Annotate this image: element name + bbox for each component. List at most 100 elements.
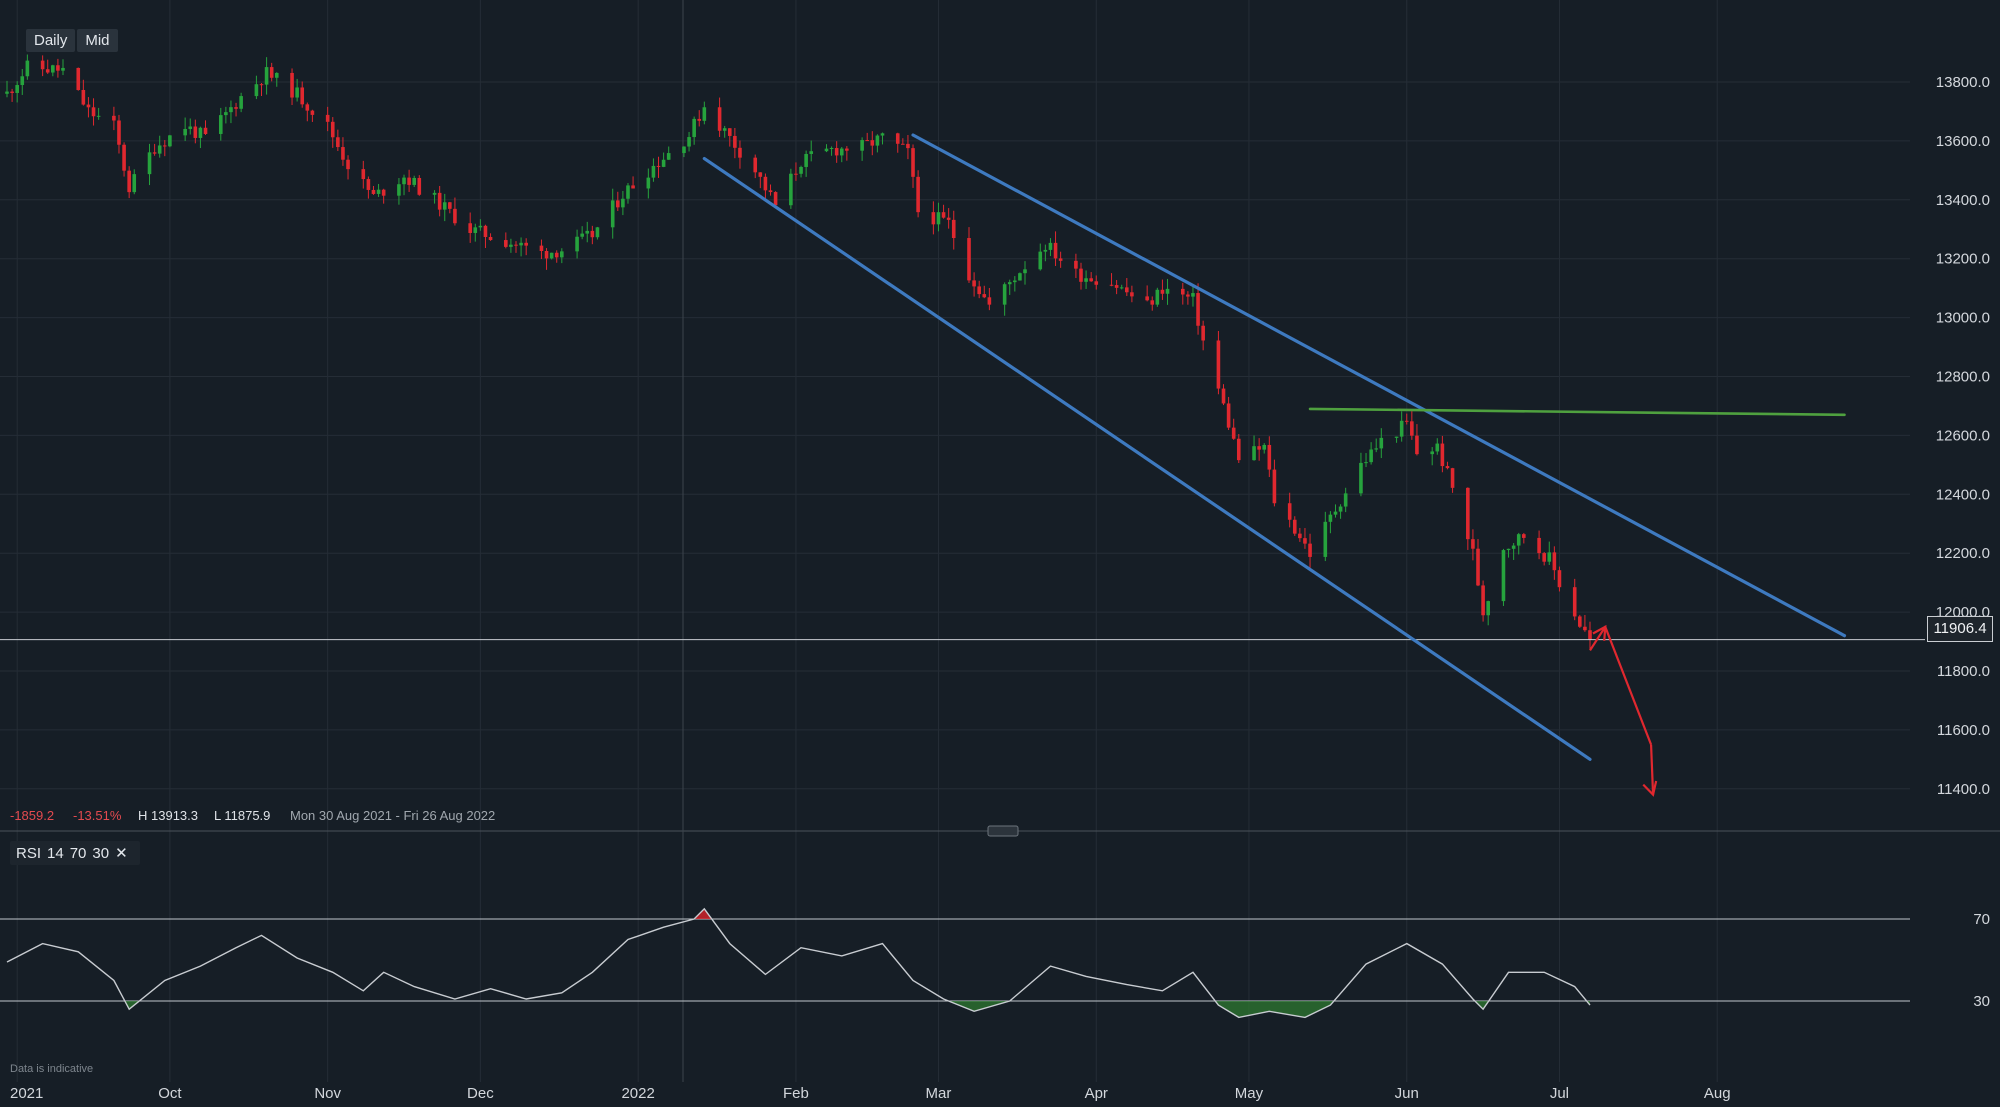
candle-body <box>733 135 737 148</box>
date-range: Mon 30 Aug 2021 - Fri 26 Aug 2022 <box>290 808 496 823</box>
candle-body <box>539 245 544 251</box>
candle-body <box>621 198 625 208</box>
candle-body <box>91 107 96 117</box>
candle-body <box>936 212 941 225</box>
candle-body <box>1094 281 1099 285</box>
price-tick-label: 13000.0 <box>1936 310 1990 327</box>
candle-body <box>1338 506 1343 512</box>
candle-body <box>1481 585 1485 616</box>
price-tick-label: 13600.0 <box>1936 133 1990 150</box>
candle-body <box>76 67 81 90</box>
price-tick-label: 13200.0 <box>1936 251 1990 268</box>
candle-body <box>580 233 584 237</box>
candle-body <box>45 69 50 73</box>
candle-body <box>239 96 243 109</box>
rsi-upper: 70 <box>69 845 87 862</box>
gridlines <box>0 0 1910 1082</box>
time-axis: 2021 Oct Nov Dec 2022 Feb Mar Apr May Jun Jul Aug <box>10 1085 1731 1102</box>
timeframe-button[interactable]: Daily <box>26 29 76 52</box>
candle-body <box>1374 448 1379 450</box>
candle-body <box>509 244 513 247</box>
time-tick-label: Aug <box>1704 1085 1731 1102</box>
candle-body <box>310 110 315 115</box>
projection-arrow <box>1589 625 1653 746</box>
candle-body <box>722 128 727 131</box>
candle-body <box>1445 466 1450 469</box>
candle-body <box>738 147 742 158</box>
candle-body <box>1323 521 1328 557</box>
candle-body <box>824 148 829 152</box>
candle-body <box>381 189 386 196</box>
candle-body <box>661 159 666 167</box>
candle-body <box>1043 249 1048 252</box>
candle-body <box>1511 545 1516 549</box>
candle-body <box>941 212 946 218</box>
price-type-button[interactable]: Mid <box>77 29 118 52</box>
candle-body <box>15 85 19 93</box>
candle-body <box>1130 292 1134 297</box>
price-tick-label: 13400.0 <box>1936 192 1990 209</box>
candle-body <box>1074 260 1078 269</box>
candle-body <box>727 128 732 136</box>
candle-body <box>789 173 793 206</box>
candle-body <box>804 153 808 167</box>
candle-body <box>631 185 635 189</box>
candle-body <box>1308 543 1312 557</box>
candle-body <box>1588 630 1592 640</box>
candle-body <box>967 238 971 281</box>
candle-body <box>1557 570 1562 588</box>
time-tick-label: 2022 <box>621 1085 654 1102</box>
candle-body <box>799 166 803 174</box>
candle-body <box>514 244 518 246</box>
pane-resize-handle[interactable] <box>987 825 1019 837</box>
candle-body <box>442 202 447 210</box>
candle-body <box>453 208 457 224</box>
candle-body <box>1410 421 1414 436</box>
candle-body <box>666 153 671 160</box>
candle-body <box>1415 435 1419 455</box>
candle-body <box>117 120 121 145</box>
time-tick-label: Jul <box>1550 1085 1569 1102</box>
candle-body <box>595 227 600 238</box>
candle-body <box>61 67 65 71</box>
rsi-indicator-label: RSI 14 70 30 ✕ <box>10 841 140 865</box>
candle-body <box>931 212 936 225</box>
candle-body <box>1226 403 1231 428</box>
candle-body <box>1369 449 1373 463</box>
candle-body <box>1466 487 1470 540</box>
candle-body <box>468 223 472 233</box>
candle-body <box>839 148 844 156</box>
price-tick-label: 12600.0 <box>1936 427 1990 444</box>
candle-body <box>290 72 294 98</box>
current-price-label: 11906.4 <box>1927 616 1993 642</box>
candle-body <box>341 147 345 160</box>
candle-body <box>916 176 920 213</box>
candle-body <box>1079 268 1083 282</box>
candle-body <box>616 200 620 208</box>
candle-body <box>1471 539 1475 549</box>
candle-body <box>198 127 203 138</box>
candle-body <box>575 236 579 252</box>
candle-body <box>295 87 299 98</box>
candle-body <box>1272 469 1277 504</box>
candle-body <box>646 177 651 189</box>
candle-body <box>1160 289 1165 294</box>
time-tick-label: May <box>1235 1085 1264 1102</box>
candle-body <box>122 144 126 171</box>
candle-body <box>162 145 167 147</box>
candle-body <box>504 240 508 247</box>
candle-body <box>412 177 416 185</box>
candle-body <box>794 173 798 175</box>
time-tick-label: 2021 <box>10 1085 43 1102</box>
time-tick-label: Oct <box>158 1085 182 1102</box>
candle-body <box>1196 293 1200 326</box>
candle-body <box>1007 282 1012 285</box>
candle-body <box>193 126 198 138</box>
candle-body <box>763 176 768 191</box>
rsi-remove-button[interactable]: ✕ <box>115 845 128 862</box>
rsi-overbought-fill <box>694 908 712 919</box>
candle-body <box>982 294 987 298</box>
disclaimer: Data is indicative <box>10 1063 94 1075</box>
candle-body <box>1186 294 1190 297</box>
candle-body <box>188 126 193 129</box>
